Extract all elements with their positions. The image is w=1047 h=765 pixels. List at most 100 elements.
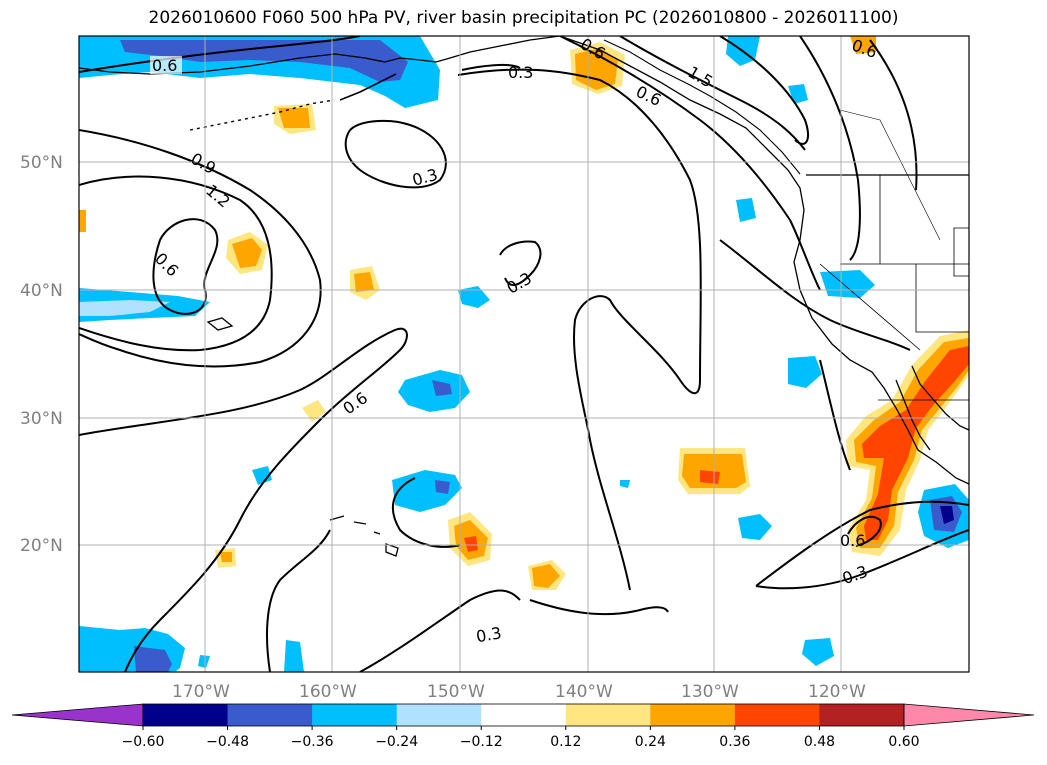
colorbar-tick-label: −0.60 [122,734,165,750]
pv-contour-0.3 [457,68,702,591]
pv-contour-0.3 [266,529,331,672]
bc-coast [559,36,805,211]
colorbar-tick-label: 0.24 [635,734,666,750]
map-background [79,36,969,672]
precip-positive-region [575,48,618,90]
pv-contour-0.3 [359,589,521,672]
bc-coast-inner [603,39,801,175]
precip-negative-edge [79,300,170,316]
lat-label: 40°N [20,281,63,301]
baja-coast [895,379,931,451]
pv-contour-0.3 [79,327,408,672]
pv-contour-0.6 [847,515,882,547]
lon-label: 160°W [299,682,357,702]
precip-positive-region [79,210,86,232]
colorbar-tick-label: 0.12 [550,734,581,750]
gulf-coast [911,365,969,431]
map-frame [78,35,970,673]
contour-label: 0.6 [840,531,865,550]
pv-contours [79,36,969,672]
hawaii-islands [329,515,399,557]
lat-label: 50°N [20,153,63,173]
lon-label: 140°W [555,682,613,702]
precip-negative-region [198,655,210,668]
precip-positive-core [862,346,969,540]
contour-label: 0.3 [475,623,503,646]
precip-negative-region [738,514,772,540]
pv-contour-0.3 [755,500,969,587]
us-mexico-coast [793,209,969,485]
precip-negative-core [120,40,408,82]
pv-contour-0.6 [79,36,361,73]
precip-negative-core [435,480,450,494]
contour-label: 0.6 [152,56,177,75]
pv-contour [869,39,918,191]
precip-negative-region [788,356,822,388]
latitude-labels: 50°N 40°N 30°N 20°N [20,153,63,556]
pv-contour-0.6 [79,129,322,368]
lon-label: 130°W [681,682,739,702]
aleutian-islands [189,99,335,131]
lat-label: 30°N [20,409,63,429]
longitude-labels: 170°W 160°W 150°W 140°W 130°W 120°W [172,682,866,702]
lon-label: 120°W [808,682,866,702]
colorbar-tick-label: 0.48 [804,734,835,750]
pv-contour [719,239,911,351]
pv-contour-0.6 [344,119,447,189]
precip-negative-region [284,640,304,672]
precip-positive-region [232,238,262,268]
colorbar-segment [481,704,567,726]
island [206,317,234,331]
colorbar-tick-label: 0.36 [719,734,750,750]
contour-label: 0.3 [508,63,533,82]
colorbar-extend-max [903,703,1035,727]
colorbar-tick-label: 0.60 [888,734,919,750]
pv-contour [819,359,851,471]
pv-contour-1.5 [619,36,806,151]
pv-contour-0.3 [461,63,521,71]
graticule [79,36,969,672]
precip-positive-core [464,536,478,552]
colorbar: −0.60 −0.48 −0.36 −0.24 −0.12 0.12 0.24 0.36 0.4… [11,703,1035,750]
colorbar-segment [650,704,736,726]
state-border [819,263,921,351]
colorbar-segment [734,704,820,726]
precip-negative-core [134,646,172,672]
alaska-coast [435,36,561,63]
pv-contour-0.3 [755,529,969,590]
colorbar-segment [143,704,229,726]
precip-positive-core [700,470,720,484]
coastlines [79,36,969,557]
colorbar-segment [565,704,651,726]
state-border [953,227,969,277]
pv-contour [799,36,861,261]
precip-positive-edge [302,400,326,422]
precip-negative-region [802,638,834,666]
precip-negative-region [736,198,756,222]
colorbar-outline [142,703,905,727]
aleutian-islands [339,73,397,101]
colorbar-tick-label: −0.24 [375,734,418,750]
state-border [915,264,969,333]
precip-negative-region [398,370,470,412]
colorbar-segment [396,704,482,726]
lon-label: 150°W [427,682,485,702]
alaska-coast [79,53,437,75]
map-title: 2026010600 F060 500 hPa PV, river basin … [148,8,899,28]
precip-positive-region [220,552,232,562]
precip-negative-peak [940,506,954,524]
precip-negative-region [458,286,490,308]
precip-positive-region [278,108,310,128]
precip-negative-region [620,480,630,488]
precip-negative-region [252,466,272,485]
precip-positive-region [532,564,560,588]
pv-contour-0.6 [559,36,821,291]
colorbar-segment [312,704,398,726]
precip-shading [79,36,969,672]
colorbar-segment [227,704,313,726]
colorbar-tick-label: −0.12 [460,734,503,750]
pv-contour [392,477,461,548]
lat-label: 20°N [20,536,63,556]
pv-contour [719,36,809,145]
